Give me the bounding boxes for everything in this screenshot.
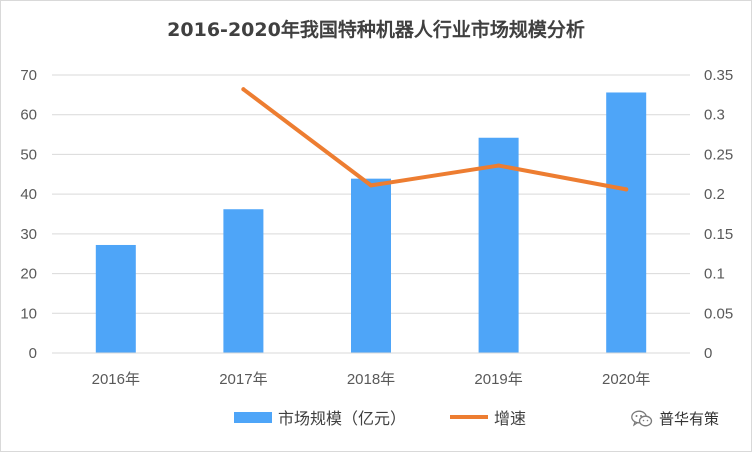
legend-label-line: 增速: [494, 409, 527, 428]
wechat-icon: [631, 410, 653, 427]
x-tick-label: 2020年: [602, 371, 650, 388]
legend-label-bar: 市场规模（亿元）: [278, 409, 407, 428]
series-line-growth: [241, 87, 629, 192]
watermark-text: 普华有策: [659, 410, 720, 428]
line-point: [241, 87, 246, 92]
y-right-tick-label: 0.1: [704, 266, 725, 283]
y-right-tick-label: 0.15: [704, 226, 733, 243]
line-point: [624, 187, 629, 192]
y-right-tick-label: 0: [704, 345, 712, 362]
y-right-tick-label: 0.3: [704, 107, 725, 124]
x-tick-label: 2017年: [219, 371, 267, 388]
y-left-tick-label: 20: [20, 266, 37, 283]
y-left-tick-label: 0: [29, 345, 37, 362]
x-tick-label: 2018年: [347, 371, 395, 388]
bar: [223, 209, 264, 353]
line-point: [369, 183, 373, 188]
chart-title: 2016-2020年我国特种机器人行业市场规模分析: [167, 19, 585, 41]
bar: [606, 92, 647, 353]
chart-plot: 0 10 20 30 40 50 60 70 0 0.05 0.1 0.15 0.2 0.25 0.3 0.3…: [20, 67, 733, 388]
x-tick-label: 2016年: [92, 371, 140, 388]
bar: [478, 137, 519, 353]
y-right-tick-label: 0.2: [704, 186, 725, 203]
legend-swatch-line: [450, 415, 488, 419]
y-left-tick-label: 40: [20, 186, 37, 203]
line-point: [496, 163, 501, 168]
y-right-tick-label: 0.25: [704, 146, 733, 163]
y-left-tick-label: 10: [20, 305, 37, 322]
y-left-tick-label: 50: [20, 146, 37, 163]
bar: [351, 178, 391, 353]
legend-swatch-bar: [234, 411, 272, 423]
y-right-tick-label: 0.35: [704, 67, 733, 84]
y-left-tick-label: 70: [20, 67, 37, 84]
chart-legend: 市场规模（亿元） 增速: [1, 405, 751, 429]
y-right-tick-label: 0.05: [704, 305, 733, 322]
watermark: 普华有策: [631, 408, 719, 429]
legend-item-bar: 市场规模（亿元）: [234, 405, 406, 429]
y-left-tick-label: 30: [20, 226, 37, 243]
x-tick-label: 2019年: [474, 371, 522, 388]
legend-item-line: 增速: [450, 405, 526, 429]
bar: [95, 244, 136, 353]
y-left-tick-label: 60: [20, 107, 37, 124]
